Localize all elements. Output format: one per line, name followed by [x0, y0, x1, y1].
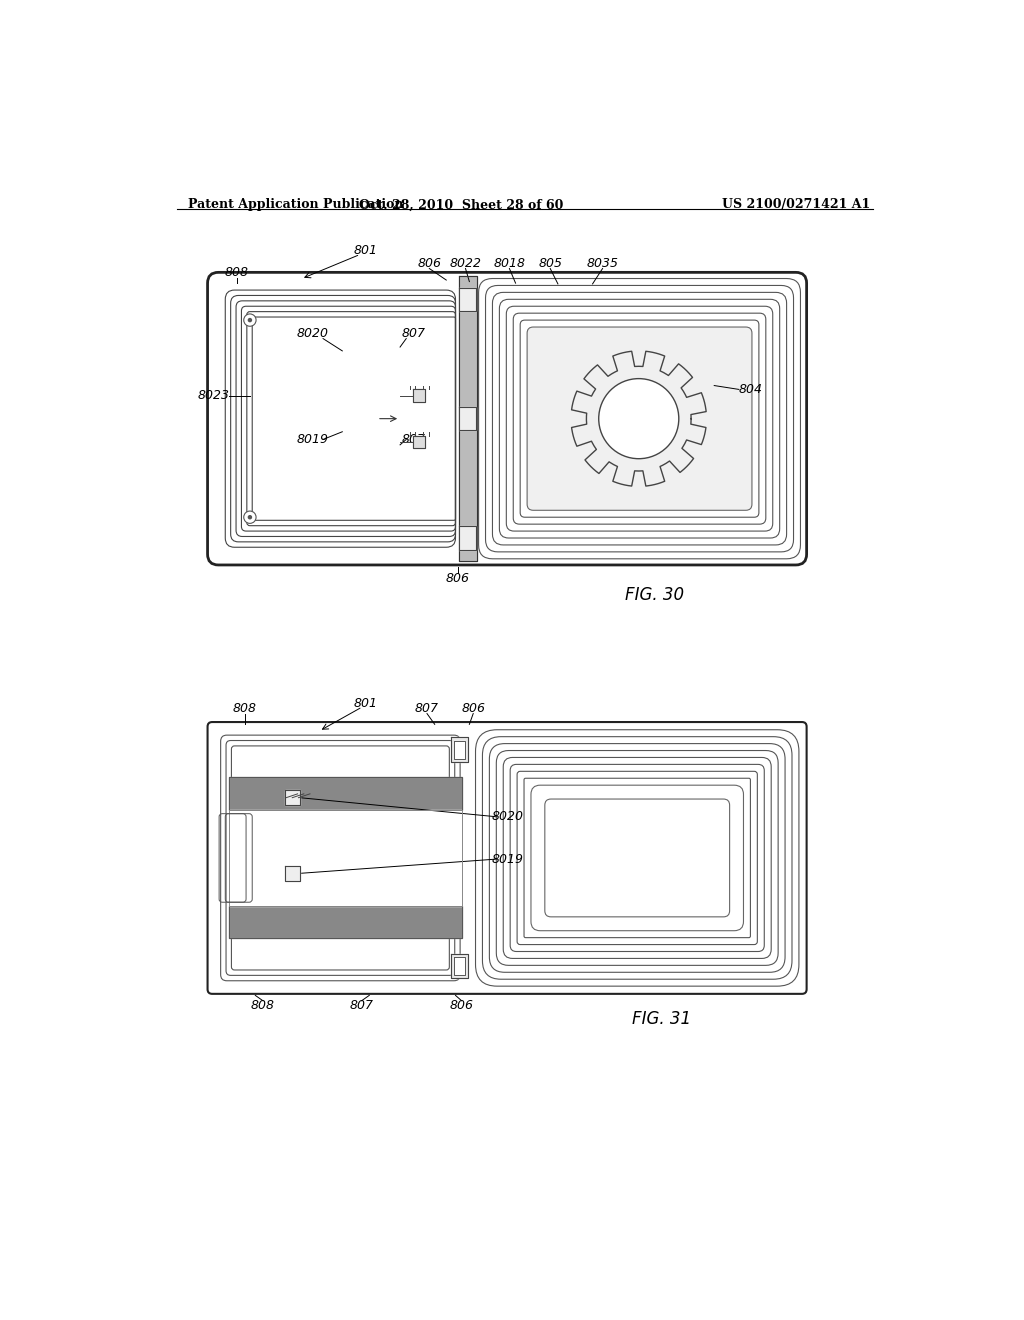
Text: 8022: 8022 [450, 257, 481, 271]
Polygon shape [451, 738, 468, 762]
Polygon shape [451, 954, 468, 978]
Text: 806: 806 [418, 257, 441, 271]
Text: 801: 801 [353, 697, 378, 710]
Polygon shape [460, 527, 476, 549]
Circle shape [249, 516, 252, 519]
Circle shape [249, 318, 252, 322]
Polygon shape [229, 777, 462, 810]
Polygon shape [229, 810, 462, 906]
Polygon shape [413, 436, 425, 447]
Text: 808: 808 [225, 265, 249, 279]
Text: 808: 808 [251, 999, 275, 1012]
FancyBboxPatch shape [208, 722, 807, 994]
Text: 806: 806 [450, 999, 474, 1012]
Text: 808: 808 [232, 702, 257, 715]
Text: 807: 807 [401, 327, 426, 341]
Text: 807: 807 [401, 433, 426, 446]
FancyBboxPatch shape [527, 327, 752, 511]
Text: 805: 805 [539, 257, 562, 271]
Text: 806: 806 [461, 702, 485, 715]
Text: US 2100/0271421 A1: US 2100/0271421 A1 [722, 198, 869, 211]
Text: FIG. 30: FIG. 30 [625, 586, 684, 605]
Text: 8019: 8019 [297, 433, 329, 446]
Text: 8023: 8023 [198, 389, 229, 403]
Polygon shape [460, 407, 476, 430]
Polygon shape [454, 957, 465, 975]
Text: 8020: 8020 [297, 327, 329, 341]
Text: FIG. 31: FIG. 31 [632, 1010, 691, 1028]
Text: 8035: 8035 [587, 257, 618, 271]
Polygon shape [413, 389, 425, 401]
Polygon shape [459, 276, 477, 561]
Text: Patent Application Publication: Patent Application Publication [188, 198, 403, 211]
Text: 8019: 8019 [492, 853, 524, 866]
Text: 8018: 8018 [494, 257, 525, 271]
FancyBboxPatch shape [208, 272, 807, 565]
Text: 806: 806 [445, 572, 470, 585]
Circle shape [244, 511, 256, 523]
Text: 807: 807 [349, 999, 374, 1012]
FancyBboxPatch shape [545, 799, 730, 917]
Polygon shape [285, 866, 300, 880]
Text: 8020: 8020 [492, 810, 524, 824]
Text: 807: 807 [415, 702, 439, 715]
Polygon shape [285, 789, 300, 805]
Polygon shape [460, 288, 476, 312]
Circle shape [599, 379, 679, 459]
Text: Oct. 28, 2010  Sheet 28 of 60: Oct. 28, 2010 Sheet 28 of 60 [359, 198, 564, 211]
Text: 801: 801 [353, 244, 378, 257]
FancyBboxPatch shape [531, 785, 743, 931]
Polygon shape [229, 906, 462, 939]
Circle shape [244, 314, 256, 326]
Polygon shape [454, 741, 465, 759]
Text: 804: 804 [738, 383, 763, 396]
